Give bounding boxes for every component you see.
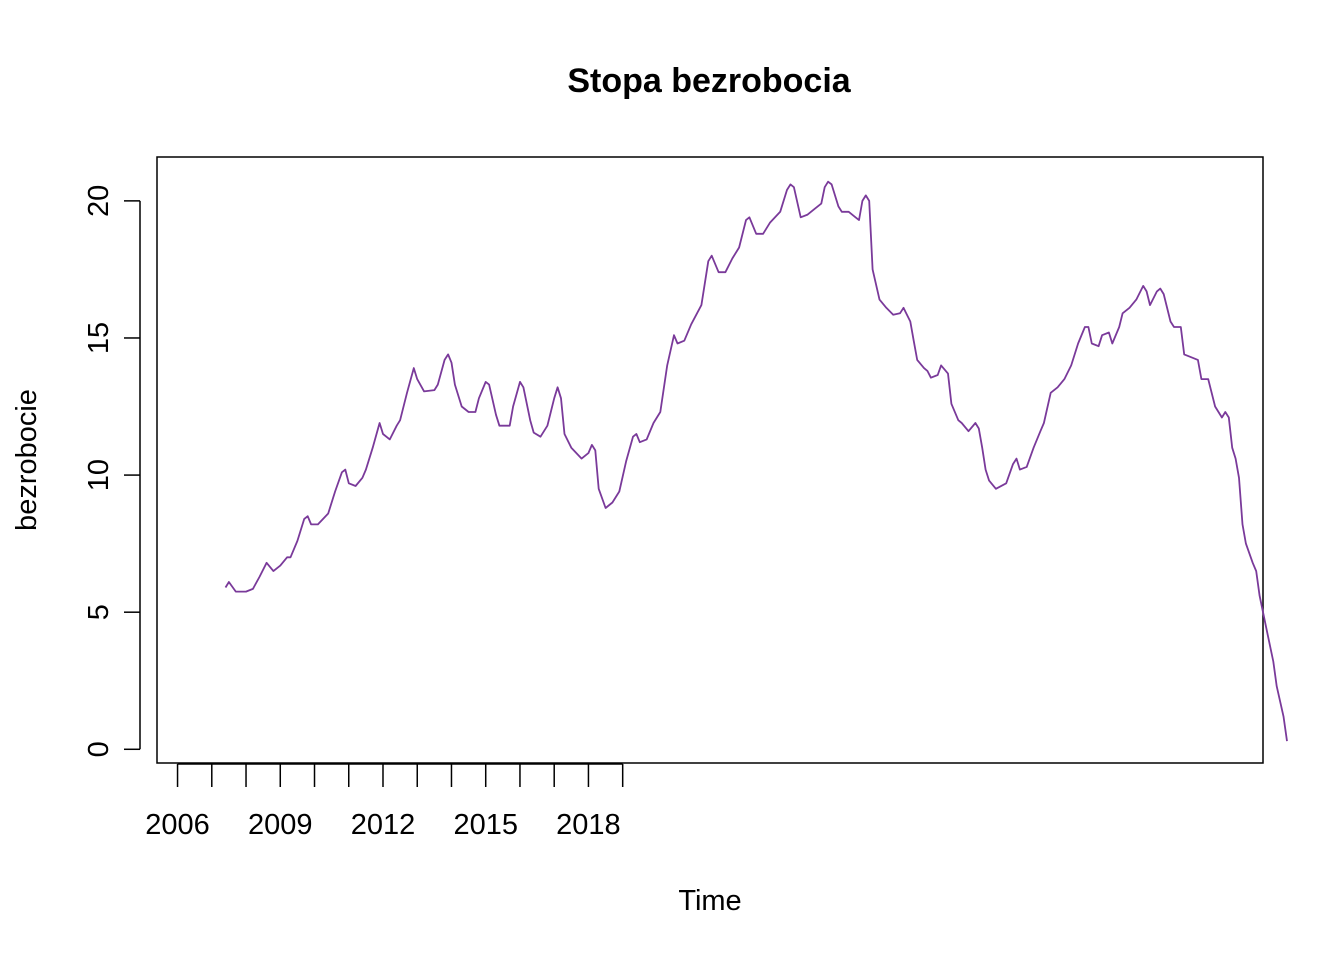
x-axis: 2006 2009 2012 2015 2018 [145, 763, 624, 841]
x-tick-label: 2015 [453, 809, 518, 841]
y-tick-label: 0 [83, 741, 115, 757]
x-tick-label: 2009 [248, 809, 313, 841]
y-axis-label: bezrobocie [11, 389, 43, 531]
y-tick-label: 15 [83, 322, 115, 354]
x-tick-label: 2012 [351, 809, 416, 841]
y-tick-label: 5 [83, 604, 115, 620]
y-axis: 0 5 10 15 20 [83, 185, 141, 757]
y-tick-label: 10 [83, 459, 115, 491]
y-tick-label: 20 [83, 185, 115, 217]
chart-title: Stopa bezrobocia [567, 62, 851, 100]
plot-frame [156, 156, 1264, 764]
x-tick-label: 2006 [145, 809, 210, 841]
series-line [224, 180, 1288, 742]
x-tick-label: 2018 [556, 809, 621, 841]
x-axis-label: Time [678, 885, 741, 917]
